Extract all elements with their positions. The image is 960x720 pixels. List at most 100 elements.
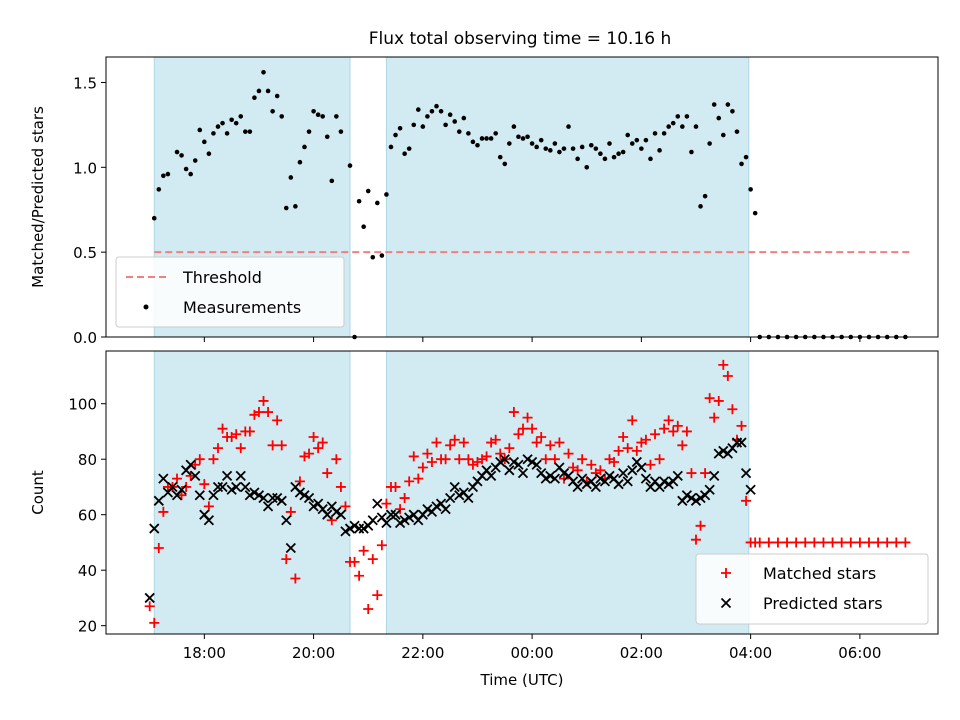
- matched-star-point: [827, 537, 838, 548]
- matched-star-point: [586, 459, 597, 470]
- matched-star-point: [563, 448, 574, 459]
- matched-star-point: [449, 434, 460, 445]
- matched-star-point: [340, 501, 351, 512]
- matched-star-point: [304, 448, 315, 459]
- predicted-star-point: [294, 487, 306, 498]
- predicted-star-point: [353, 523, 365, 534]
- measurement-point: [397, 125, 403, 131]
- measurement-point: [379, 253, 385, 258]
- predicted-star-point: [540, 473, 551, 484]
- y-tick-label: 20: [78, 618, 97, 636]
- predicted-star-point: [590, 481, 601, 493]
- matched-star-point: [481, 451, 492, 462]
- matched-star-point: [722, 370, 733, 381]
- matched-star-point: [244, 426, 255, 437]
- measurement-point: [675, 114, 681, 119]
- matched-star-point: [208, 454, 219, 465]
- predicted-star-point: [618, 467, 629, 479]
- predicted-star-point: [549, 473, 561, 484]
- matched-star-point: [172, 473, 183, 484]
- y-tick-label: 40: [78, 562, 97, 580]
- predicted-star-point: [449, 481, 460, 493]
- matched-star-point: [317, 437, 328, 448]
- matched-star-point: [281, 554, 292, 565]
- measurement-point: [365, 188, 371, 194]
- predicted-star-point: [604, 470, 615, 481]
- predicted-star-point: [640, 473, 652, 484]
- matched-star-point: [235, 443, 246, 454]
- predicted-star-point: [203, 515, 215, 526]
- measurement-point: [502, 161, 508, 167]
- matched-star-point: [650, 429, 661, 440]
- measurement-point: [329, 178, 335, 184]
- measurement-point: [334, 114, 339, 119]
- predicted-star-point: [249, 487, 260, 498]
- predicted-star-point: [235, 470, 246, 481]
- predicted-star-point: [381, 517, 392, 529]
- matched-star-point: [554, 437, 565, 448]
- predicted-star-point: [185, 459, 196, 470]
- matched-star-point: [700, 468, 711, 479]
- matched-star-point: [718, 359, 729, 370]
- measurement-point: [684, 114, 690, 119]
- measurement-point: [588, 142, 594, 148]
- shaded-interval: [386, 57, 749, 337]
- predicted-star-point: [176, 484, 187, 495]
- measurement-point: [739, 161, 744, 167]
- measurement-point: [670, 120, 676, 126]
- measurement-point: [320, 114, 325, 119]
- measurement-point: [252, 95, 257, 101]
- predicted-star-point: [463, 492, 474, 504]
- predicted-star-point: [153, 495, 164, 506]
- matched-star-point: [272, 415, 283, 426]
- predicted-star-point: [226, 484, 237, 495]
- legend-box: [115, 256, 345, 328]
- matched-star-point: [527, 423, 538, 434]
- predicted-star-point: [672, 470, 683, 481]
- predicted-star-point: [344, 523, 356, 534]
- matched-star-point: [631, 445, 642, 456]
- matched-star-point: [622, 443, 633, 454]
- measurement-point: [543, 146, 549, 151]
- predicted-star-point: [167, 481, 178, 493]
- matched-star-point: [354, 570, 365, 581]
- predicted-star-point: [144, 592, 155, 604]
- matched-star-point: [663, 415, 674, 426]
- predicted-star-point: [545, 470, 556, 481]
- predicted-star-point: [595, 473, 606, 484]
- measurement-point: [484, 136, 489, 141]
- matched-star-point: [335, 481, 346, 492]
- x-tick-label: 20:00: [292, 644, 335, 662]
- matched-star-point: [322, 468, 333, 479]
- measurement-point: [479, 136, 485, 141]
- measurement-point: [302, 144, 307, 150]
- measurement-point: [666, 124, 671, 129]
- predicted-star-point: [422, 504, 433, 515]
- predicted-star-point: [504, 465, 515, 476]
- measurement-point: [466, 131, 471, 136]
- matched-star-point: [609, 456, 620, 467]
- measurement-point: [534, 144, 539, 150]
- predicted-star-point: [526, 456, 538, 468]
- measurement-point: [661, 131, 667, 136]
- predicted-star-point: [745, 484, 756, 495]
- measurement-point: [607, 141, 612, 146]
- measurement-point: [406, 146, 412, 151]
- matched-star-point: [349, 556, 360, 567]
- matched-star-point: [791, 537, 802, 548]
- matched-star-point: [181, 481, 192, 492]
- matched-star-point: [882, 537, 893, 548]
- matched-star-point: [854, 537, 865, 548]
- predicted-star-point: [740, 467, 752, 479]
- measurement-point: [557, 149, 562, 155]
- matched-star-point: [522, 412, 533, 423]
- y-tick-label: 1.0: [73, 159, 97, 177]
- measurement-point: [725, 102, 731, 107]
- x-tick-label: 22:00: [401, 644, 444, 662]
- measurement-point: [297, 159, 303, 165]
- matched-star-point: [231, 429, 242, 440]
- measurement-point: [174, 149, 180, 155]
- measurement-point: [306, 129, 312, 134]
- measurement-point: [393, 132, 398, 138]
- y-tick-label: 60: [78, 507, 97, 525]
